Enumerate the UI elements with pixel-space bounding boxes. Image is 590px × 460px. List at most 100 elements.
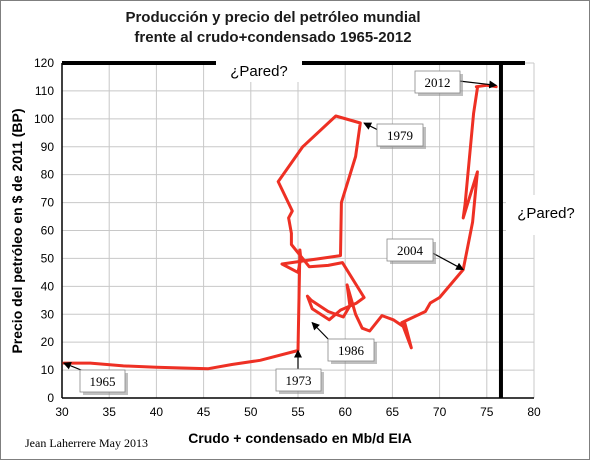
callout-arrow-1979 xyxy=(363,122,379,131)
callout-label-1986: 1986 xyxy=(338,343,365,358)
data-point-0-5 xyxy=(230,363,234,366)
callout-label-1973: 1973 xyxy=(286,373,312,388)
x-tick-label-60: 60 xyxy=(339,405,353,419)
data-point-0-53 xyxy=(463,202,467,206)
callout-label-2004: 2004 xyxy=(397,243,424,258)
y-tick-label-120: 120 xyxy=(34,56,54,70)
x-tick-label-35: 35 xyxy=(103,405,117,419)
callout-label-2012: 2012 xyxy=(425,75,451,90)
data-point-0-6 xyxy=(259,359,262,362)
x-tick-label-70: 70 xyxy=(433,405,447,419)
data-point-0-25 xyxy=(341,261,344,264)
callouts: 1965 1973 1979 1986 2004 2012 xyxy=(62,70,498,395)
data-point-0-11 xyxy=(280,262,284,266)
data-point-0-50 xyxy=(471,220,474,224)
data-point-0-37 xyxy=(354,313,357,316)
data-point-0-32 xyxy=(310,299,313,302)
data-point-0-48 xyxy=(438,296,441,299)
callout-box-2004 xyxy=(386,238,434,262)
axes xyxy=(61,63,534,399)
data-point-0-36 xyxy=(345,283,349,287)
data-point-0-19 xyxy=(291,209,294,213)
y-axis-title: Precio del petróleo en $ de 2011 (BP) xyxy=(9,108,25,353)
data-point-0-52 xyxy=(462,216,465,220)
tick-labels: 30 35 40 45 50 55 60 65 70 75 80 0 10 20 30 40 50 60 70 80 9… xyxy=(34,56,541,419)
data-point-0-40 xyxy=(380,314,384,317)
data-point-0-29 xyxy=(327,318,331,322)
callout-box-1979 xyxy=(376,123,424,147)
y-tick-label-40: 40 xyxy=(41,279,55,293)
callout-label-1965: 1965 xyxy=(90,374,116,389)
x-tick-label-55: 55 xyxy=(291,405,305,419)
x-tick-label-40: 40 xyxy=(150,405,164,419)
data-point-0-47 xyxy=(428,301,432,305)
y-tick-label-60: 60 xyxy=(41,224,55,238)
y-tick-label-70: 70 xyxy=(41,196,55,210)
x-axis-title: Crudo + condensado en Mb/d EIA xyxy=(188,430,412,446)
data-point-0-56 xyxy=(475,85,478,88)
data-point-0-20 xyxy=(287,216,290,220)
y-tick-label-30: 30 xyxy=(41,307,55,321)
y-tick-label-20: 20 xyxy=(41,335,55,349)
data-point-0-45 xyxy=(400,321,404,324)
data-point-0-24 xyxy=(327,264,330,267)
data-point-0-4 xyxy=(207,367,210,370)
data-point-0-22 xyxy=(290,243,293,246)
credit-text: Jean Laherrere May 2013 xyxy=(25,436,148,450)
data-point-0-34 xyxy=(342,315,345,319)
x-tick-label-65: 65 xyxy=(386,405,400,419)
callout-box-1986 xyxy=(327,338,375,362)
wall-label-bg-vertical xyxy=(506,195,586,235)
data-point-0-51 xyxy=(476,170,479,174)
data-point-0-33 xyxy=(327,310,330,313)
callout-arrow-2012 xyxy=(458,80,498,89)
data-point-0-46 xyxy=(424,310,427,313)
data-point-0-2 xyxy=(122,364,125,368)
data-point-0-9 xyxy=(299,257,303,260)
wall-label-bg-horizontal xyxy=(216,54,302,82)
data-point-0-13 xyxy=(340,201,343,204)
data-point-0-58 xyxy=(495,85,498,88)
data-point-0-21 xyxy=(290,232,293,235)
data-point-0-16 xyxy=(334,114,337,118)
y-tick-label-100: 100 xyxy=(34,112,54,126)
data-point-0-28 xyxy=(339,308,342,312)
data-point-0-38 xyxy=(360,327,364,330)
data-point-0-12 xyxy=(339,254,342,257)
data-point-0-8 xyxy=(298,248,302,252)
x-tick-label-75: 75 xyxy=(480,405,494,419)
data-point-0-42 xyxy=(402,325,405,329)
y-tick-label-80: 80 xyxy=(41,168,55,182)
data-point-0-18 xyxy=(276,180,280,183)
data-point-0-44 xyxy=(410,346,413,349)
callout-box-2012 xyxy=(414,70,461,94)
data-point-0-15 xyxy=(359,121,362,125)
data-point-0-41 xyxy=(392,318,395,322)
y-tick-label-50: 50 xyxy=(41,251,55,265)
data-point-0-10 xyxy=(296,271,300,274)
chart-title-line-2: frente al crudo+condensado 1965-2012 xyxy=(134,29,411,46)
callout-box-1965 xyxy=(79,369,126,393)
data-point-0-14 xyxy=(354,155,357,158)
data-point-0-27 xyxy=(355,301,358,305)
data-point-0-31 xyxy=(306,294,309,298)
callout-label-1979: 1979 xyxy=(387,128,413,143)
data-point-0-35 xyxy=(348,304,352,308)
y-tick-label-10: 10 xyxy=(41,363,55,377)
chart-title-line-1: Producción y precio del petróleo mundial xyxy=(125,9,420,26)
y-tick-label-0: 0 xyxy=(47,391,54,405)
wall-label-vertical: ¿Pared? xyxy=(517,205,575,222)
data-point-0-30 xyxy=(310,307,314,310)
wall-label-horizontal: ¿Pared? xyxy=(230,63,288,80)
callout-box-1973 xyxy=(275,368,322,392)
x-tick-label-45: 45 xyxy=(197,405,211,419)
series xyxy=(62,83,498,371)
data-point-0-1 xyxy=(89,361,92,365)
series-line-0 xyxy=(62,83,498,371)
y-tick-label-110: 110 xyxy=(35,84,54,98)
data-point-0-39 xyxy=(368,329,371,333)
data-point-0-23 xyxy=(308,265,311,268)
x-tick-label-50: 50 xyxy=(244,405,258,419)
data-point-0-54 xyxy=(472,112,475,115)
